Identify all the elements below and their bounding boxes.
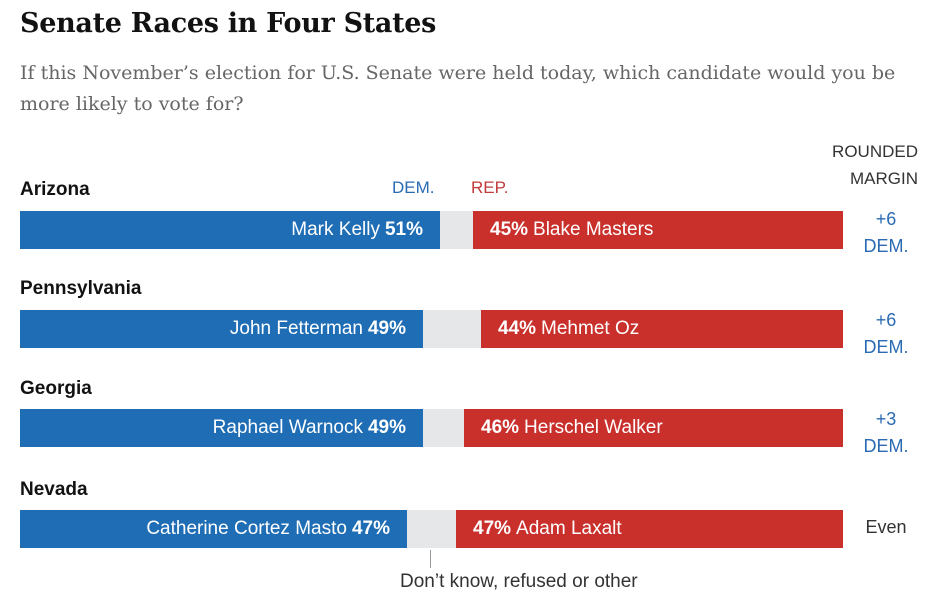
bar-dem: Mark Kelly 51%: [20, 211, 440, 249]
rep-percent: 47%: [473, 518, 512, 539]
rep-percent: 46%: [481, 417, 520, 438]
margin-value: +3: [875, 409, 897, 429]
chart-title: Senate Races in Four States: [20, 8, 437, 39]
margin-party: DEM.: [863, 436, 909, 456]
state-label: Georgia: [20, 378, 92, 399]
bar-rep: 46% Herschel Walker: [464, 409, 843, 447]
other-indicator-tick: [430, 550, 431, 568]
rep-candidate-name: Blake Masters: [533, 219, 654, 240]
rep-column-header: REP.: [471, 178, 509, 197]
bar-dem: John Fetterman 49%: [20, 310, 423, 348]
state-label: Pennsylvania: [20, 278, 142, 299]
dem-candidate-name: Raphael Warnock: [212, 417, 363, 438]
dem-candidate-name: John Fetterman: [229, 318, 363, 339]
bar-track-other: Mark Kelly 51% 45% Blake Masters: [20, 211, 843, 249]
margin-value: +6: [875, 209, 897, 229]
bar-rep: 44% Mehmet Oz: [481, 310, 843, 348]
dem-column-header: DEM.: [392, 178, 435, 197]
dem-percent: 51%: [384, 219, 423, 240]
rep-percent: 45%: [490, 219, 529, 240]
bar-dem: Raphael Warnock 49%: [20, 409, 423, 447]
bar-dem: Catherine Cortez Masto 47%: [20, 510, 407, 548]
margin-label: +6 DEM.: [843, 206, 929, 260]
bar-rep: 47% Adam Laxalt: [456, 510, 843, 548]
dem-percent: 47%: [351, 518, 390, 539]
state-label: Arizona: [20, 179, 90, 200]
bar-track-other: Catherine Cortez Masto 47% 47% Adam Laxalt: [20, 510, 843, 548]
bar-track-other: Raphael Warnock 49% 46% Herschel Walker: [20, 409, 843, 447]
state-label: Nevada: [20, 479, 88, 500]
other-annotation: Don’t know, refused or other: [400, 571, 638, 592]
bar-track-other: John Fetterman 49% 44% Mehmet Oz: [20, 310, 843, 348]
rep-candidate-name: Adam Laxalt: [516, 518, 622, 539]
dem-candidate-name: Mark Kelly: [291, 219, 380, 240]
margin-label: +6 DEM.: [843, 307, 929, 361]
margin-party: DEM.: [863, 337, 909, 357]
margin-party: DEM.: [863, 236, 909, 256]
dem-candidate-name: Catherine Cortez Masto: [146, 518, 347, 539]
margin-value: Even: [865, 517, 907, 537]
bar-rep: 45% Blake Masters: [473, 211, 843, 249]
rep-candidate-name: Herschel Walker: [524, 417, 663, 438]
dem-percent: 49%: [367, 318, 406, 339]
rep-candidate-name: Mehmet Oz: [541, 318, 640, 339]
margin-column-header: ROUNDED MARGIN: [832, 142, 918, 188]
margin-label: +3 DEM.: [843, 406, 929, 460]
chart-subtitle: If this November’s election for U.S. Sen…: [20, 62, 896, 115]
dem-percent: 49%: [367, 417, 406, 438]
rep-percent: 44%: [498, 318, 537, 339]
margin-value: +6: [875, 310, 897, 330]
margin-label: Even: [843, 514, 929, 541]
